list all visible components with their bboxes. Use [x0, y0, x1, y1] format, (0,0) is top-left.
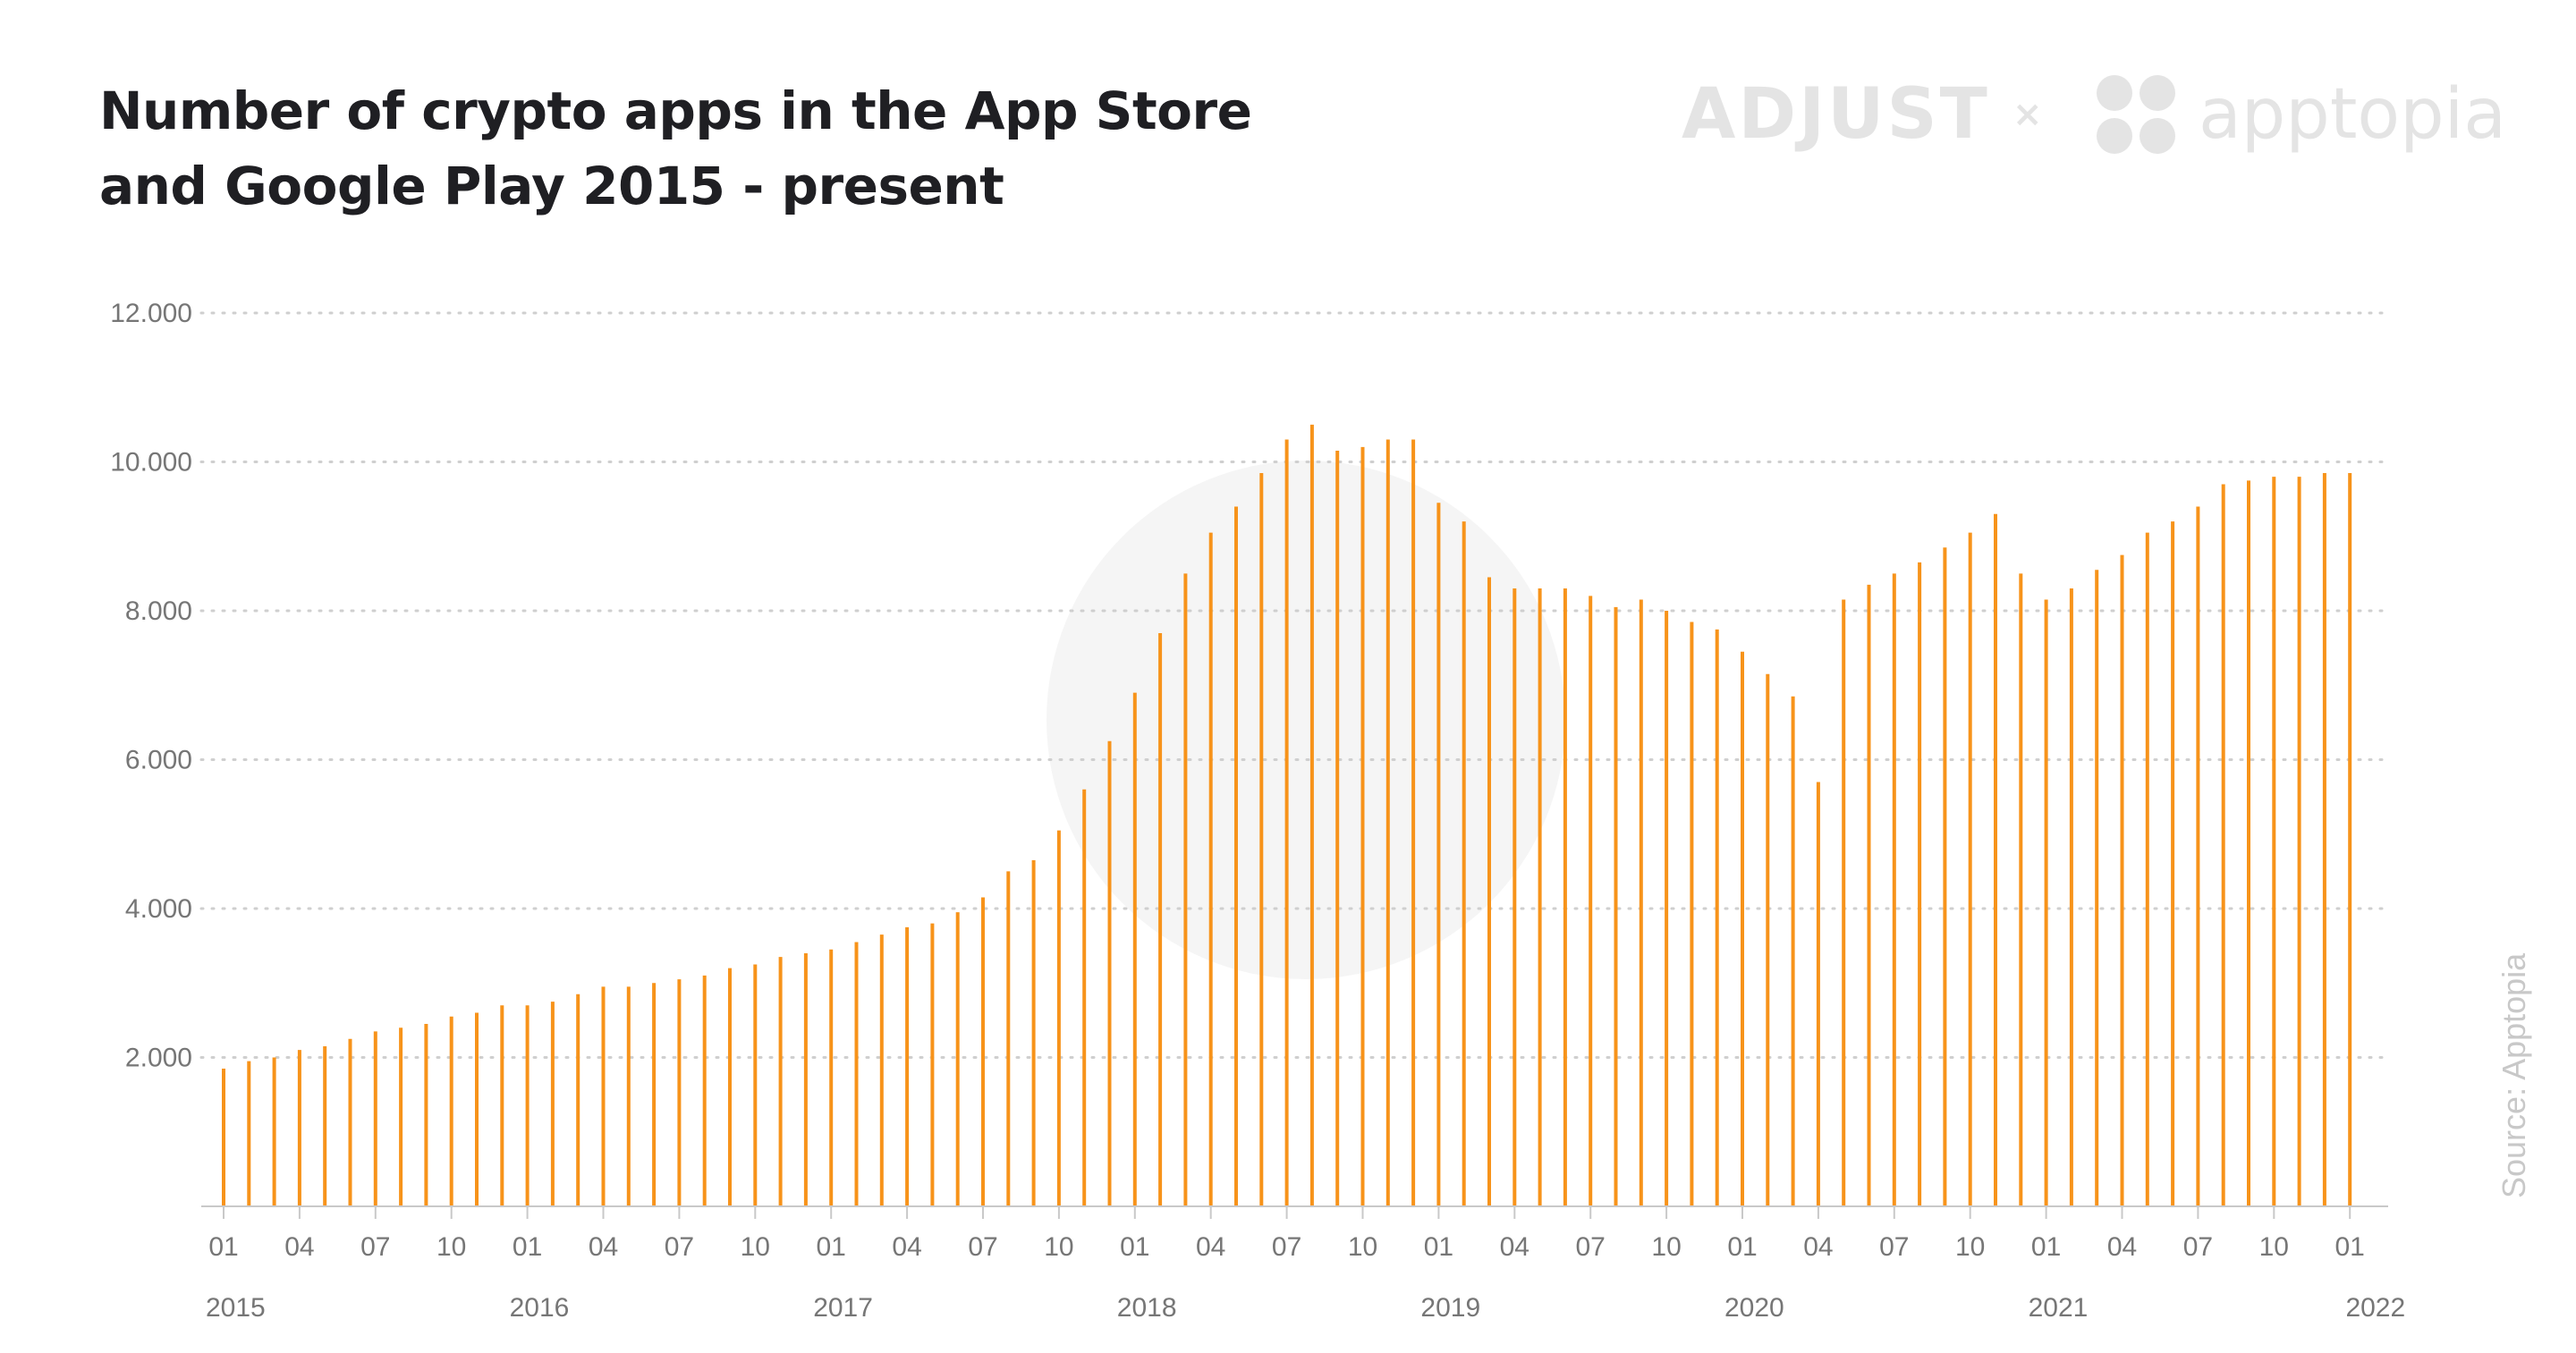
x-tick-label: 10: [741, 1232, 770, 1262]
year-label: 2020: [1724, 1293, 1784, 1323]
adjust-logo: ADJUST: [1682, 74, 1990, 155]
x-tick-label: 07: [665, 1232, 694, 1262]
x-tick-label: 04: [284, 1232, 314, 1262]
x-tick-label: 10: [2259, 1232, 2289, 1262]
y-tick-label: 6.000: [125, 746, 192, 775]
x-tick-label: 07: [1879, 1232, 1909, 1262]
x-tick-label: 01: [208, 1232, 238, 1262]
x-tick-label: 01: [2031, 1232, 2061, 1262]
gridlines: [199, 311, 2390, 1059]
x-tick-label: 04: [2107, 1232, 2137, 1262]
watermark-logo: [1046, 461, 1565, 979]
x-tick-label: 01: [1424, 1232, 1453, 1262]
x-tick-label: 07: [360, 1232, 390, 1262]
y-axis-labels: 2.000 4.000 6.000 8.000 10.000 12.000: [110, 299, 192, 1073]
x-tick-label: 01: [1727, 1232, 1757, 1262]
x-tick-label: 07: [968, 1232, 997, 1262]
apptopia-logo-text: apptopia: [2199, 74, 2507, 155]
x-tick-label: 10: [436, 1232, 466, 1262]
bars: [222, 424, 2352, 1206]
x-tick-label: 01: [513, 1232, 542, 1262]
watermark-circle: [1046, 461, 1565, 979]
year-label: 2015: [206, 1293, 266, 1323]
x-tick-label: 04: [589, 1232, 618, 1262]
year-label: 2019: [1420, 1293, 1480, 1323]
x-tick-label: 10: [1955, 1232, 1985, 1262]
y-tick-label: 4.000: [125, 894, 192, 924]
chart-title-line-2: and Google Play 2015 - present: [99, 156, 1004, 216]
x-tick-label: 01: [1120, 1232, 1149, 1262]
x-tick-label: 10: [1651, 1232, 1681, 1262]
x-axis: [201, 1205, 2388, 1219]
x-tick-label: 07: [1576, 1232, 1606, 1262]
y-tick-label: 10.000: [110, 448, 192, 478]
x-tick-label: 07: [2183, 1232, 2213, 1262]
x-tick-label: 04: [892, 1232, 921, 1262]
year-label: 2022: [2345, 1293, 2405, 1323]
y-tick-label: 2.000: [125, 1044, 192, 1073]
x-tick-label: 04: [1803, 1232, 1833, 1262]
x-tick-label: 04: [1196, 1232, 1225, 1262]
year-label: 2017: [813, 1293, 873, 1323]
apptopia-logo: apptopia: [2093, 70, 2506, 159]
year-label: 2016: [510, 1293, 570, 1323]
x-tick-label: 01: [2335, 1232, 2365, 1262]
x-tick-label: 10: [1348, 1232, 1377, 1262]
x-tick-label: 01: [817, 1232, 846, 1262]
y-tick-label: 12.000: [110, 299, 192, 328]
apptopia-logo-icon: [2097, 75, 2175, 154]
x-axis-labels: 01 04 07 10 01 04 07 10 01 04 07 10 01 04 07 10 01 04 07 10…: [208, 1232, 2365, 1262]
chart-title-line-1: Number of crypto apps in the App Store: [99, 80, 1252, 141]
chart-title: Number of crypto apps in the App Store a…: [99, 73, 1352, 224]
year-label: 2018: [1117, 1293, 1177, 1323]
year-label: 2021: [2029, 1293, 2089, 1323]
y-tick-label: 8.000: [125, 596, 192, 626]
year-labels: 2015 2016 2017 2018 2019 2020 2021 2022: [206, 1293, 2405, 1323]
x-tick-label: 07: [1272, 1232, 1301, 1262]
brand-separator: ×: [2012, 94, 2043, 135]
x-tick-label: 10: [1044, 1232, 1073, 1262]
x-tick-label: 04: [1500, 1232, 1530, 1262]
